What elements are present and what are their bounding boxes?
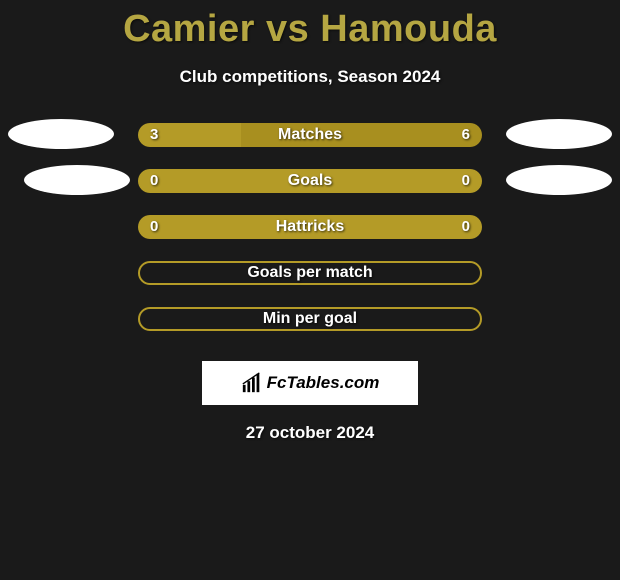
page-title: Camier vs Hamouda [0,0,620,51]
stat-value-right: 0 [462,215,470,239]
stat-row: Min per goal [0,307,620,353]
stat-value-right: 0 [462,169,470,193]
team-oval-right [506,119,612,149]
logo-box: FcTables.com [202,361,418,405]
stat-bar-fill [138,169,482,193]
subtitle: Club competitions, Season 2024 [0,67,620,87]
team-oval-right [506,165,612,195]
chart-icon [241,372,263,394]
stat-bar-track [138,169,482,193]
stat-value-left: 0 [150,215,158,239]
team-oval-left [8,119,114,149]
stat-row: 36Matches [0,123,620,169]
stat-value-left: 3 [150,123,158,147]
stat-bar-track [138,261,482,285]
date-text: 27 october 2024 [0,423,620,443]
team-oval-left [24,165,130,195]
stat-bar-fill [138,215,482,239]
stat-row: 00Hattricks [0,215,620,261]
stat-value-left: 0 [150,169,158,193]
stat-bar-track [138,215,482,239]
stat-bar-track [138,307,482,331]
stat-bar-track [138,123,482,147]
stat-bar-right [241,123,482,147]
stat-rows: 36Matches00Goals00HattricksGoals per mat… [0,123,620,353]
stat-value-right: 6 [462,123,470,147]
stat-row: 00Goals [0,169,620,215]
stat-row: Goals per match [0,261,620,307]
logo-text: FcTables.com [267,373,380,393]
